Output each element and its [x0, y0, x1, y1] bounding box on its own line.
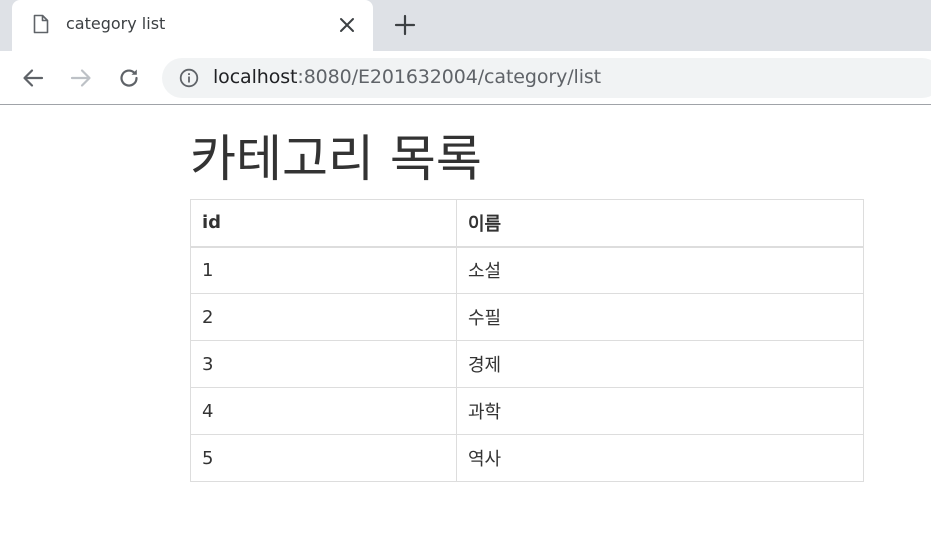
page-content: 카테고리 목록 id 이름 1 소설 2 수필 3 경제 4 과학: [190, 106, 864, 482]
close-icon[interactable]: [338, 16, 356, 34]
browser-toolbar: localhost:8080/E201632004/category/list: [0, 51, 931, 105]
plus-icon[interactable]: [394, 14, 416, 36]
column-header-name: 이름: [456, 199, 864, 248]
url-text[interactable]: localhost:8080/E201632004/category/list: [213, 66, 601, 88]
tab-strip: category list: [0, 0, 931, 51]
cell-id: 4: [190, 387, 457, 435]
cell-name: 역사: [456, 434, 864, 482]
url-path: :8080/E201632004/category/list: [297, 66, 602, 88]
table-header-row: id 이름: [190, 199, 864, 248]
cell-id: 2: [190, 293, 457, 341]
back-arrow-icon[interactable]: [21, 66, 45, 90]
address-bar[interactable]: localhost:8080/E201632004/category/list: [162, 58, 931, 98]
document-icon: [33, 14, 49, 34]
cell-name: 수필: [456, 293, 864, 341]
cell-name: 소설: [456, 246, 864, 294]
tab-title: category list: [66, 14, 166, 33]
cell-name: 경제: [456, 340, 864, 388]
table-row: 4 과학: [190, 387, 864, 435]
browser-tab[interactable]: category list: [12, 0, 373, 51]
info-icon[interactable]: [179, 68, 199, 88]
cell-id: 5: [190, 434, 457, 482]
table-row: 5 역사: [190, 434, 864, 482]
cell-id: 1: [190, 246, 457, 294]
table-row: 2 수필: [190, 293, 864, 341]
page-title: 카테고리 목록: [190, 130, 482, 188]
forward-arrow-icon[interactable]: [69, 66, 93, 90]
cell-name: 과학: [456, 387, 864, 435]
category-table: id 이름 1 소설 2 수필 3 경제 4 과학 5 역사: [190, 199, 864, 482]
cell-id: 3: [190, 340, 457, 388]
reload-icon[interactable]: [117, 66, 141, 90]
column-header-id: id: [190, 199, 457, 248]
table-row: 1 소설: [190, 246, 864, 294]
url-host: localhost: [213, 66, 298, 88]
table-row: 3 경제: [190, 340, 864, 388]
